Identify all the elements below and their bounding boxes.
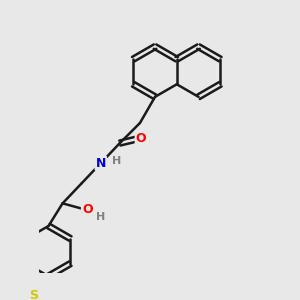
Text: N: N — [96, 157, 106, 170]
Text: O: O — [82, 203, 92, 216]
Text: H: H — [96, 212, 105, 222]
Text: O: O — [136, 131, 146, 145]
Text: H: H — [112, 156, 122, 166]
Text: S: S — [29, 289, 38, 300]
